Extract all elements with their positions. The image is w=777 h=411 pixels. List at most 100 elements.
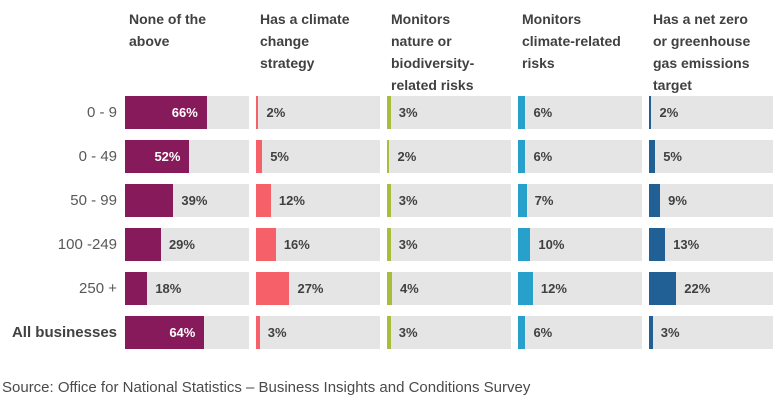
bar-row: 0 - 49 52% 5% 2% 6% 5%: [0, 140, 773, 173]
bar-fill: [649, 96, 652, 129]
bar-fill: [387, 140, 390, 173]
bar-track: 12%: [256, 184, 380, 217]
value-label: 12%: [278, 193, 305, 208]
bar-fill: [387, 184, 391, 217]
bar-track: 29%: [125, 228, 249, 261]
value-label: 3%: [267, 325, 287, 340]
bar-row: 0 - 9 66% 2% 3% 6% 2%: [0, 96, 773, 129]
value-label: 7%: [534, 193, 554, 208]
column-header: None of the above: [129, 11, 206, 49]
row-label: All businesses: [11, 324, 117, 341]
bar-fill: [256, 316, 260, 349]
bar-track: 7%: [518, 184, 642, 217]
value-label: 5%: [270, 149, 289, 164]
bar-row: All businesses 64% 3% 3% 6% 3%: [0, 316, 773, 349]
value-label: 2%: [397, 149, 417, 164]
bar-fill: [256, 228, 276, 261]
bar-fill: [256, 272, 290, 305]
value-label: 18%: [155, 281, 182, 296]
bar-fill: [125, 184, 174, 217]
bar-fill: [125, 316, 205, 349]
bar-track: 39%: [125, 184, 249, 217]
bar-fill: [518, 140, 526, 173]
column-header: Has a net zero or greenhouse gas emissio…: [653, 11, 751, 93]
bar-track: 9%: [649, 184, 773, 217]
bar-track: 52%: [125, 140, 249, 173]
value-label: 52%: [154, 149, 181, 164]
bar-track: 6%: [518, 316, 642, 349]
bar-track: 3%: [387, 316, 511, 349]
bar-fill: [649, 228, 666, 261]
bar-track: 4%: [387, 272, 511, 305]
bar-track: 2%: [387, 140, 511, 173]
bar-track: 3%: [256, 316, 380, 349]
value-label: 64%: [169, 325, 196, 340]
bar-row: 100 -249 29% 16% 3% 10% 13%: [0, 228, 773, 261]
column-header: Monitors nature or biodiversity- related…: [391, 11, 475, 93]
bar-rows-container: 0 - 9 66% 2% 3% 6% 2% 0 - 49 52% 5% 2% 6% 5% 50 - 99…: [0, 96, 773, 349]
bar-track: 3%: [649, 316, 773, 349]
value-label: 9%: [668, 193, 687, 208]
bar-fill: [387, 272, 392, 305]
value-label: 29%: [168, 237, 195, 252]
bar-fill: [256, 184, 271, 217]
bar-fill: [649, 184, 661, 217]
bar-track: 6%: [518, 96, 642, 129]
bar-track: 18%: [125, 272, 249, 305]
bar-fill: [256, 96, 259, 129]
bar-fill: [256, 140, 263, 173]
value-label: 4%: [399, 281, 419, 296]
bar-row: 250 + 18% 27% 4% 12% 22%: [0, 272, 773, 305]
bar-track: 3%: [387, 184, 511, 217]
bar-fill: [125, 228, 161, 261]
value-label: 27%: [297, 281, 324, 296]
row-label: 250 +: [79, 280, 117, 297]
column-header: Monitors climate-related risks: [522, 11, 621, 71]
value-label: 6%: [533, 325, 553, 340]
bar-track: 22%: [649, 272, 773, 305]
value-label: 3%: [398, 325, 418, 340]
value-label: 22%: [684, 281, 711, 296]
row-label: 50 - 99: [70, 192, 117, 209]
value-label: 66%: [171, 105, 198, 120]
bar-track: 66%: [125, 96, 249, 129]
column-header: Has a climate change strategy: [260, 11, 350, 71]
value-label: 16%: [283, 237, 310, 252]
bar-fill: [125, 140, 190, 173]
bar-fill: [518, 316, 526, 349]
value-label: 13%: [673, 237, 700, 252]
bar-fill: [387, 316, 391, 349]
value-label: 2%: [266, 105, 286, 120]
bar-track: 2%: [649, 96, 773, 129]
bar-fill: [649, 140, 656, 173]
value-label: 3%: [398, 193, 418, 208]
bar-track: 2%: [256, 96, 380, 129]
bar-track: 12%: [518, 272, 642, 305]
bar-fill: [518, 228, 531, 261]
bar-fill: [125, 96, 207, 129]
bar-fill: [649, 316, 653, 349]
row-label: 0 - 9: [86, 104, 117, 121]
bar-fill: [518, 272, 533, 305]
value-label: 10%: [538, 237, 565, 252]
row-label: 0 - 49: [78, 148, 117, 165]
value-label: 3%: [398, 105, 418, 120]
value-label: 6%: [533, 149, 553, 164]
bar-fill: [387, 96, 391, 129]
bar-fill: [518, 96, 526, 129]
value-label: 12%: [540, 281, 567, 296]
bar-track: 10%: [518, 228, 642, 261]
row-label: 100 -249: [57, 236, 117, 253]
value-label: 3%: [660, 325, 680, 340]
bar-track: 3%: [387, 228, 511, 261]
bar-track: 64%: [125, 316, 249, 349]
bar-track: 13%: [649, 228, 773, 261]
value-label: 6%: [533, 105, 553, 120]
value-label: 2%: [659, 105, 679, 120]
value-label: 39%: [181, 193, 208, 208]
bar-fill: [125, 272, 148, 305]
bar-track: 16%: [256, 228, 380, 261]
bar-track: 5%: [256, 140, 380, 173]
bar-row: 50 - 99 39% 12% 3% 7% 9%: [0, 184, 773, 217]
